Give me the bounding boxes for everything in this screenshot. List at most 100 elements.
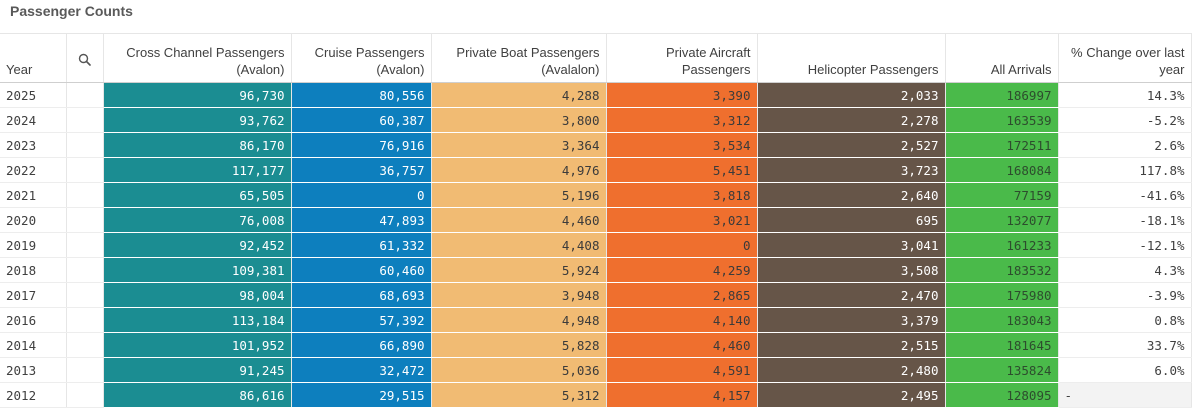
column-header-all-arrivals[interactable]: All Arrivals bbox=[945, 33, 1059, 83]
cell-private-aircraft[interactable]: 3,534 bbox=[606, 132, 758, 158]
column-header-private-boat[interactable]: Private Boat Passengers (Avalalon) bbox=[431, 33, 607, 83]
cell-private-boat[interactable]: 4,288 bbox=[431, 82, 607, 108]
cell-cross-channel[interactable]: 101,952 bbox=[103, 332, 292, 358]
cell-helicopter[interactable]: 2,495 bbox=[757, 382, 946, 408]
cell-private-aircraft[interactable]: 4,157 bbox=[606, 382, 758, 408]
cell-cross-channel[interactable]: 65,505 bbox=[103, 182, 292, 208]
cell-pct-change[interactable]: -3.9% bbox=[1058, 282, 1192, 308]
cell-cross-channel[interactable]: 76,008 bbox=[103, 207, 292, 233]
cell-year[interactable]: 2013 bbox=[0, 357, 67, 383]
cell-private-boat[interactable]: 5,196 bbox=[431, 182, 607, 208]
cell-private-boat[interactable]: 5,312 bbox=[431, 382, 607, 408]
table-row[interactable]: 2019 92,452 61,332 4,408 0 3,041 161233 -12.1% bbox=[0, 232, 1192, 258]
column-header-year[interactable]: Year bbox=[0, 33, 67, 83]
column-header-cruise[interactable]: Cruise Passengers (Avalon) bbox=[291, 33, 432, 83]
cell-year[interactable]: 2017 bbox=[0, 282, 67, 308]
cell-year[interactable]: 2019 bbox=[0, 232, 67, 258]
cell-blank[interactable] bbox=[66, 332, 104, 358]
cell-year[interactable]: 2020 bbox=[0, 207, 67, 233]
cell-private-boat[interactable]: 3,800 bbox=[431, 107, 607, 133]
cell-all-arrivals[interactable]: 163539 bbox=[945, 107, 1059, 133]
cell-cruise[interactable]: 80,556 bbox=[291, 82, 432, 108]
cell-all-arrivals[interactable]: 135824 bbox=[945, 357, 1059, 383]
cell-blank[interactable] bbox=[66, 307, 104, 333]
cell-helicopter[interactable]: 3,508 bbox=[757, 257, 946, 283]
cell-private-boat[interactable]: 4,408 bbox=[431, 232, 607, 258]
cell-cruise[interactable]: 66,890 bbox=[291, 332, 432, 358]
cell-private-aircraft[interactable]: 3,818 bbox=[606, 182, 758, 208]
table-row[interactable]: 2013 91,245 32,472 5,036 4,591 2,480 135824 6.0… bbox=[0, 357, 1192, 383]
cell-pct-change[interactable]: 33.7% bbox=[1058, 332, 1192, 358]
cell-pct-change[interactable]: -41.6% bbox=[1058, 182, 1192, 208]
cell-blank[interactable] bbox=[66, 382, 104, 408]
cell-cruise[interactable]: 0 bbox=[291, 182, 432, 208]
cell-all-arrivals[interactable]: 181645 bbox=[945, 332, 1059, 358]
cell-pct-change[interactable]: 4.3% bbox=[1058, 257, 1192, 283]
cell-private-aircraft[interactable]: 4,259 bbox=[606, 257, 758, 283]
cell-private-aircraft[interactable]: 0 bbox=[606, 232, 758, 258]
cell-cruise[interactable]: 76,916 bbox=[291, 132, 432, 158]
cell-cruise[interactable]: 32,472 bbox=[291, 357, 432, 383]
cell-cross-channel[interactable]: 86,170 bbox=[103, 132, 292, 158]
cell-private-boat[interactable]: 5,828 bbox=[431, 332, 607, 358]
cell-blank[interactable] bbox=[66, 132, 104, 158]
cell-cruise[interactable]: 36,757 bbox=[291, 157, 432, 183]
column-header-helicopter[interactable]: Helicopter Passengers bbox=[757, 33, 946, 83]
cell-year[interactable]: 2023 bbox=[0, 132, 67, 158]
cell-private-aircraft[interactable]: 2,865 bbox=[606, 282, 758, 308]
cell-pct-change[interactable]: 14.3% bbox=[1058, 82, 1192, 108]
cell-blank[interactable] bbox=[66, 107, 104, 133]
cell-private-boat[interactable]: 3,364 bbox=[431, 132, 607, 158]
cell-pct-change[interactable]: 117.8% bbox=[1058, 157, 1192, 183]
cell-private-aircraft[interactable]: 4,591 bbox=[606, 357, 758, 383]
cell-helicopter[interactable]: 3,379 bbox=[757, 307, 946, 333]
cell-year[interactable]: 2016 bbox=[0, 307, 67, 333]
cell-blank[interactable] bbox=[66, 182, 104, 208]
cell-private-aircraft[interactable]: 5,451 bbox=[606, 157, 758, 183]
table-row[interactable]: 2022 117,177 36,757 4,976 5,451 3,723 168084 11… bbox=[0, 157, 1192, 183]
table-row[interactable]: 2025 96,730 80,556 4,288 3,390 2,033 186997 14.… bbox=[0, 82, 1192, 108]
cell-all-arrivals[interactable]: 161233 bbox=[945, 232, 1059, 258]
cell-cross-channel[interactable]: 93,762 bbox=[103, 107, 292, 133]
cell-blank[interactable] bbox=[66, 257, 104, 283]
column-header-cross-channel[interactable]: Cross Channel Passengers (Avalon) bbox=[103, 33, 292, 83]
cell-blank[interactable] bbox=[66, 157, 104, 183]
cell-all-arrivals[interactable]: 128095 bbox=[945, 382, 1059, 408]
table-row[interactable]: 2020 76,008 47,893 4,460 3,021 695 132077 -18.1… bbox=[0, 207, 1192, 233]
cell-pct-change[interactable]: -12.1% bbox=[1058, 232, 1192, 258]
table-row[interactable]: 2024 93,762 60,387 3,800 3,312 2,278 163539 -5.… bbox=[0, 107, 1192, 133]
cell-cross-channel[interactable]: 98,004 bbox=[103, 282, 292, 308]
cell-cross-channel[interactable]: 113,184 bbox=[103, 307, 292, 333]
cell-year[interactable]: 2022 bbox=[0, 157, 67, 183]
table-row[interactable]: 2021 65,505 0 5,196 3,818 2,640 77159 -41.6% bbox=[0, 182, 1192, 208]
cell-pct-change[interactable]: - bbox=[1058, 382, 1192, 408]
cell-private-boat[interactable]: 4,948 bbox=[431, 307, 607, 333]
cell-pct-change[interactable]: -5.2% bbox=[1058, 107, 1192, 133]
cell-helicopter[interactable]: 695 bbox=[757, 207, 946, 233]
cell-cruise[interactable]: 68,693 bbox=[291, 282, 432, 308]
cell-private-boat[interactable]: 4,460 bbox=[431, 207, 607, 233]
cell-cruise[interactable]: 47,893 bbox=[291, 207, 432, 233]
cell-blank[interactable] bbox=[66, 82, 104, 108]
cell-pct-change[interactable]: 0.8% bbox=[1058, 307, 1192, 333]
cell-all-arrivals[interactable]: 172511 bbox=[945, 132, 1059, 158]
cell-private-aircraft[interactable]: 4,140 bbox=[606, 307, 758, 333]
cell-blank[interactable] bbox=[66, 282, 104, 308]
cell-helicopter[interactable]: 2,033 bbox=[757, 82, 946, 108]
cell-cruise[interactable]: 61,332 bbox=[291, 232, 432, 258]
cell-private-aircraft[interactable]: 3,312 bbox=[606, 107, 758, 133]
cell-private-aircraft[interactable]: 4,460 bbox=[606, 332, 758, 358]
cell-blank[interactable] bbox=[66, 232, 104, 258]
cell-all-arrivals[interactable]: 183532 bbox=[945, 257, 1059, 283]
cell-cruise[interactable]: 60,387 bbox=[291, 107, 432, 133]
cell-cross-channel[interactable]: 92,452 bbox=[103, 232, 292, 258]
cell-all-arrivals[interactable]: 183043 bbox=[945, 307, 1059, 333]
cell-blank[interactable] bbox=[66, 207, 104, 233]
cell-all-arrivals[interactable]: 175980 bbox=[945, 282, 1059, 308]
cell-year[interactable]: 2021 bbox=[0, 182, 67, 208]
cell-year[interactable]: 2012 bbox=[0, 382, 67, 408]
cell-cruise[interactable]: 60,460 bbox=[291, 257, 432, 283]
cell-cross-channel[interactable]: 96,730 bbox=[103, 82, 292, 108]
table-row[interactable]: 2023 86,170 76,916 3,364 3,534 2,527 172511 2.6… bbox=[0, 132, 1192, 158]
search-icon[interactable] bbox=[78, 51, 91, 66]
